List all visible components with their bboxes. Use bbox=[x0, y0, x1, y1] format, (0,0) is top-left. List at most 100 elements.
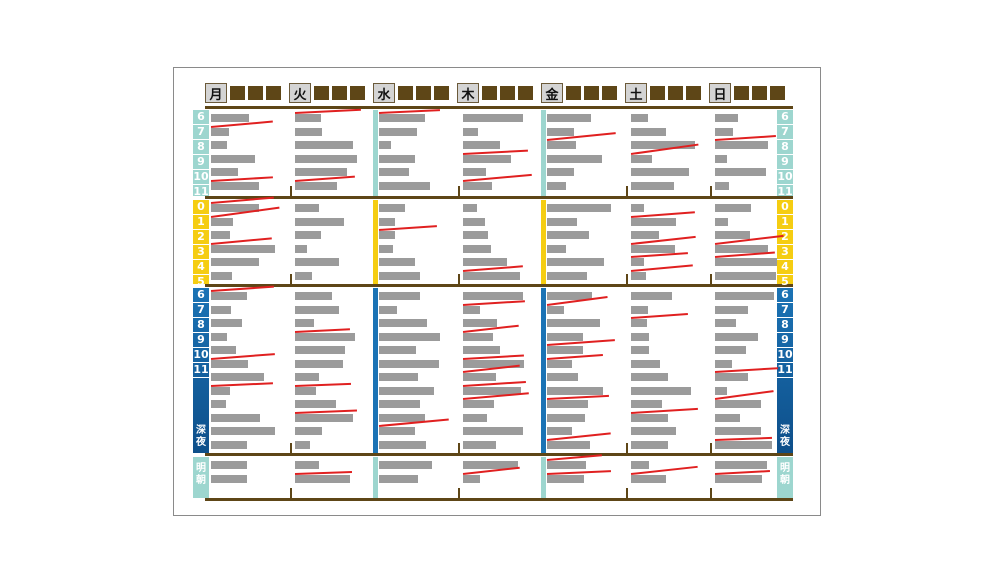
program-bar bbox=[547, 413, 585, 422]
strike-line bbox=[714, 367, 778, 373]
program-bar bbox=[379, 400, 420, 408]
hour-label: 8 bbox=[193, 318, 209, 333]
strike-line bbox=[294, 382, 352, 386]
program-bar bbox=[631, 244, 675, 253]
program-bar bbox=[295, 359, 343, 368]
hour-label: 9 bbox=[193, 333, 209, 348]
program-bar bbox=[463, 244, 491, 253]
program-bar bbox=[379, 332, 440, 341]
section-divider bbox=[289, 196, 373, 199]
program-bar bbox=[715, 141, 768, 149]
hour-label: 3 bbox=[777, 245, 793, 260]
column-tick bbox=[458, 443, 460, 453]
program-bar bbox=[715, 373, 748, 381]
day-header-box bbox=[584, 86, 599, 100]
day-header-box bbox=[350, 86, 365, 100]
program-bar bbox=[463, 231, 488, 239]
hour-label: 4 bbox=[193, 260, 209, 275]
program-bar bbox=[379, 217, 395, 226]
hour-label: 11 bbox=[193, 363, 209, 378]
program-bar bbox=[715, 258, 777, 266]
program-bar bbox=[547, 461, 586, 469]
hour-label: 11 bbox=[777, 363, 793, 378]
day-header-2: 水 bbox=[373, 82, 449, 104]
program-bar bbox=[211, 386, 230, 395]
day-header-box bbox=[752, 86, 767, 100]
program-bar bbox=[211, 244, 275, 253]
program-bar bbox=[715, 127, 733, 136]
hour-label: 9 bbox=[777, 333, 793, 348]
program-bar bbox=[547, 231, 589, 239]
day-header-box bbox=[314, 86, 329, 100]
strike-line bbox=[546, 469, 612, 474]
program-bar bbox=[295, 204, 319, 212]
program-bar bbox=[379, 386, 434, 395]
program-bar bbox=[379, 271, 420, 280]
program-bar bbox=[379, 461, 432, 469]
strike-line bbox=[378, 225, 437, 231]
program-bar bbox=[211, 181, 259, 190]
program-bar bbox=[295, 141, 353, 149]
strike-line bbox=[462, 299, 526, 305]
program-bar bbox=[463, 141, 500, 149]
strike-line bbox=[294, 327, 351, 332]
section-divider bbox=[289, 453, 373, 456]
program-bar bbox=[547, 271, 587, 280]
column-tick bbox=[290, 186, 292, 196]
program-bar bbox=[211, 440, 247, 449]
program-bar bbox=[379, 319, 427, 327]
hour-label: 11 bbox=[777, 185, 793, 200]
program-bar bbox=[463, 204, 477, 212]
day-header-box bbox=[416, 86, 431, 100]
program-bar bbox=[211, 258, 259, 266]
hour-label: 9 bbox=[777, 155, 793, 170]
program-bar bbox=[547, 127, 574, 136]
program-bar bbox=[463, 427, 523, 435]
section-divider bbox=[625, 498, 709, 501]
program-bar bbox=[631, 258, 644, 266]
day-header-4: 金 bbox=[541, 82, 617, 104]
day-label: 日 bbox=[709, 83, 731, 103]
section-divider bbox=[709, 284, 793, 287]
program-bar bbox=[631, 292, 672, 300]
program-bar bbox=[631, 271, 646, 280]
program-bar bbox=[463, 440, 496, 449]
program-bar bbox=[211, 168, 238, 176]
program-bar bbox=[547, 244, 566, 253]
section-divider bbox=[373, 453, 457, 456]
program-bar bbox=[463, 359, 524, 368]
section-divider bbox=[541, 498, 625, 501]
program-bar bbox=[715, 154, 727, 163]
program-bar bbox=[211, 204, 259, 212]
program-bar bbox=[547, 141, 576, 149]
section-divider bbox=[541, 453, 625, 456]
program-bar bbox=[547, 373, 578, 381]
program-bar bbox=[379, 474, 418, 483]
program-bar bbox=[379, 305, 397, 314]
program-bar bbox=[211, 461, 247, 469]
program-bar bbox=[463, 346, 500, 354]
strike-line bbox=[462, 380, 526, 386]
section-divider bbox=[625, 196, 709, 199]
program-bar bbox=[631, 461, 649, 469]
day-header-box bbox=[500, 86, 515, 100]
program-bar bbox=[715, 332, 758, 341]
column-tick bbox=[626, 274, 628, 284]
day-header-1: 火 bbox=[289, 82, 365, 104]
column-tick bbox=[626, 488, 628, 498]
late-night-label: 深夜 bbox=[780, 425, 790, 448]
hour-label: 6 bbox=[193, 288, 209, 303]
hour-label: 3 bbox=[193, 245, 209, 260]
time-band-stripe bbox=[541, 288, 546, 453]
day-header-box bbox=[482, 86, 497, 100]
hour-label: 6 bbox=[193, 110, 209, 125]
section-divider bbox=[709, 196, 793, 199]
program-bar bbox=[379, 154, 415, 163]
program-bar bbox=[547, 400, 588, 408]
hour-label: 7 bbox=[193, 125, 209, 140]
program-bar bbox=[463, 400, 494, 408]
day-header-box bbox=[734, 86, 749, 100]
day-header-0: 月 bbox=[205, 82, 281, 104]
day-header-box bbox=[248, 86, 263, 100]
